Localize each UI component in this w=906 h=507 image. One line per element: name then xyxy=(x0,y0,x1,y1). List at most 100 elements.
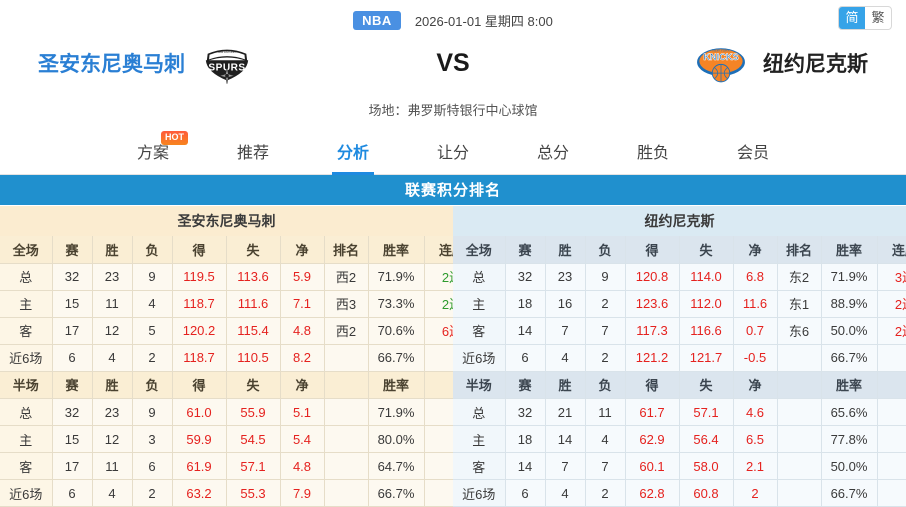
stat-cell: 2 xyxy=(733,480,777,507)
stat-cell: 4 xyxy=(132,290,172,317)
home-team[interactable]: 圣安东尼奥马刺 SPURS SAN ANTONIO xyxy=(30,40,410,86)
stat-cell: 119.5 xyxy=(172,263,226,290)
column-header: 胜率 xyxy=(821,236,877,263)
column-header: 半场 xyxy=(453,372,505,399)
language-toggle[interactable]: 简 繁 xyxy=(838,6,892,30)
stat-cell: 东6 xyxy=(777,317,821,344)
stat-cell: 11 xyxy=(585,399,625,426)
stat-cell: 120.8 xyxy=(625,263,679,290)
stat-cell: 71.9% xyxy=(368,263,424,290)
column-header xyxy=(877,372,906,399)
stat-cell: 66.7% xyxy=(821,480,877,507)
row-label: 总 xyxy=(0,399,52,426)
stat-cell: 32 xyxy=(505,263,545,290)
column-header: 赛 xyxy=(505,236,545,263)
stat-cell: 80.0% xyxy=(368,426,424,453)
stat-cell: 11 xyxy=(92,290,132,317)
tab-fenxi[interactable]: 分析 xyxy=(303,127,403,174)
column-header: 连胜负 xyxy=(877,236,906,263)
stat-cell: 6 xyxy=(52,344,92,371)
stat-cell xyxy=(877,453,906,480)
stat-cell: 6 xyxy=(132,453,172,480)
row-label: 近6场 xyxy=(0,480,52,507)
stat-cell: 东1 xyxy=(777,290,821,317)
column-header: 负 xyxy=(132,236,172,263)
stat-cell: 8.2 xyxy=(280,344,324,371)
column-header: 失 xyxy=(226,236,280,263)
stat-cell: 111.6 xyxy=(226,290,280,317)
stat-cell: 71.9% xyxy=(821,263,877,290)
row-label: 总 xyxy=(0,263,52,290)
column-header: 胜 xyxy=(92,372,132,399)
stat-cell: 65.6% xyxy=(821,399,877,426)
stat-cell xyxy=(324,480,368,507)
stat-cell: 55.3 xyxy=(226,480,280,507)
stat-cell: 5.1 xyxy=(280,399,324,426)
column-header: 全场 xyxy=(453,236,505,263)
stat-cell xyxy=(877,344,906,371)
row-label: 主 xyxy=(453,290,505,317)
stat-cell: 4.8 xyxy=(280,453,324,480)
tab-label: 胜负 xyxy=(637,139,669,163)
stat-cell: 14 xyxy=(505,453,545,480)
tab-rangfen[interactable]: 让分 xyxy=(403,127,503,174)
stat-cell: 18 xyxy=(505,426,545,453)
stat-cell: 11.6 xyxy=(733,290,777,317)
lang-traditional-button[interactable]: 繁 xyxy=(865,7,891,29)
standings-tables: 圣安东尼奥马刺 全场赛胜负得失净排名胜率连胜负总32239119.5113.65… xyxy=(0,206,906,507)
stat-cell: 114.0 xyxy=(679,263,733,290)
row-label: 总 xyxy=(453,263,505,290)
stat-cell: 32 xyxy=(52,263,92,290)
stat-cell: 6 xyxy=(505,480,545,507)
row-label: 客 xyxy=(0,317,52,344)
column-header: 得 xyxy=(625,236,679,263)
stat-cell: 70.6% xyxy=(368,317,424,344)
column-header: 负 xyxy=(585,372,625,399)
stat-cell: 110.5 xyxy=(226,344,280,371)
stat-cell: 5.9 xyxy=(280,263,324,290)
home-fullgame-table: 全场赛胜负得失净排名胜率连胜负总32239119.5113.65.9西271.9… xyxy=(0,236,494,372)
stat-cell: 58.0 xyxy=(679,453,733,480)
tab-shengfu[interactable]: 胜负 xyxy=(603,127,703,174)
tab-tuijian[interactable]: 推荐 xyxy=(203,127,303,174)
stat-cell: 14 xyxy=(545,426,585,453)
tab-label: 总分 xyxy=(537,139,569,163)
stat-cell: 61.7 xyxy=(625,399,679,426)
tab-zongfen[interactable]: 总分 xyxy=(503,127,603,174)
home-stats-team-header: 圣安东尼奥马刺 xyxy=(0,206,453,236)
row-label: 主 xyxy=(0,290,52,317)
stat-cell xyxy=(777,480,821,507)
column-header xyxy=(324,372,368,399)
stat-cell: 55.9 xyxy=(226,399,280,426)
stat-cell xyxy=(777,344,821,371)
stat-cell: 12 xyxy=(92,317,132,344)
stat-cell: 4 xyxy=(92,344,132,371)
stat-cell: 66.7% xyxy=(821,344,877,371)
stat-cell: 66.7% xyxy=(368,344,424,371)
stat-cell: 4 xyxy=(545,344,585,371)
column-header: 排名 xyxy=(777,236,821,263)
lang-simplified-button[interactable]: 简 xyxy=(839,7,865,29)
stat-cell: 66.7% xyxy=(368,480,424,507)
stat-cell: 73.3% xyxy=(368,290,424,317)
row-label: 近6场 xyxy=(453,344,505,371)
tab-huiyuan[interactable]: 会员 xyxy=(703,127,803,174)
stat-cell: 西2 xyxy=(324,317,368,344)
away-team[interactable]: KNICKS NEW YORK 纽约尼克斯 xyxy=(496,40,876,86)
stat-cell: 12 xyxy=(92,426,132,453)
stat-cell: 6 xyxy=(505,344,545,371)
table-header-row: 全场赛胜负得失净排名胜率连胜负 xyxy=(453,236,906,263)
streak-cell: 2连胜 xyxy=(877,290,906,317)
stat-cell xyxy=(777,453,821,480)
knicks-logo-icon: KNICKS NEW YORK xyxy=(693,40,749,86)
tab-fangan[interactable]: 方案 HOT xyxy=(103,127,203,174)
row-label: 客 xyxy=(0,453,52,480)
nav-tabs[interactable]: 方案 HOT 推荐 分析 让分 总分 胜负 会员 xyxy=(0,127,906,175)
